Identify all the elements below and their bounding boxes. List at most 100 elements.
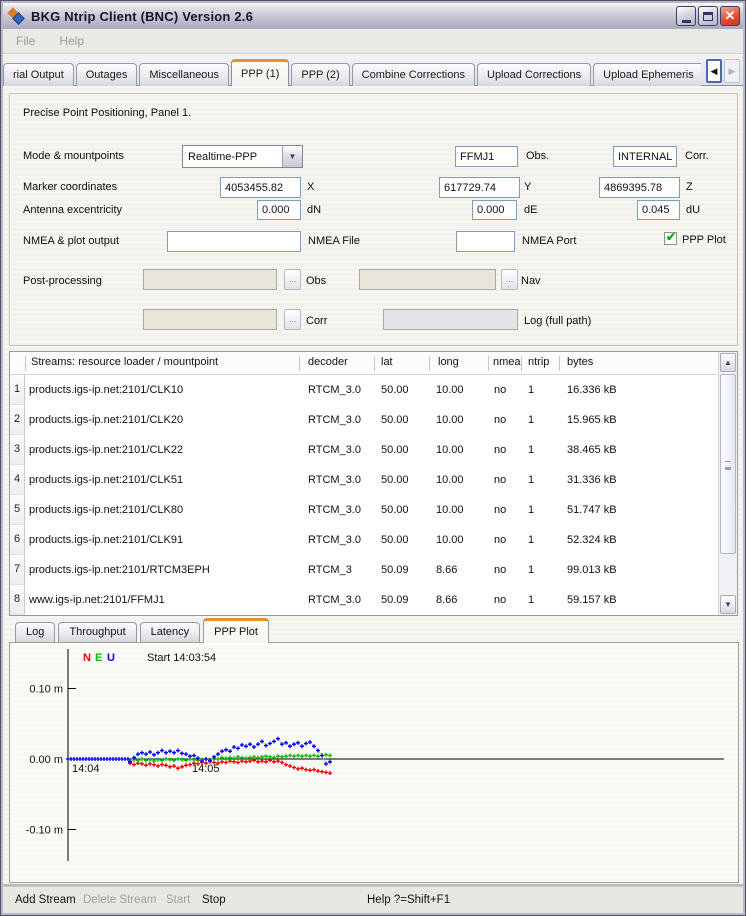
tab-combine-corrections[interactable]: Combine Corrections	[351, 63, 475, 86]
window-title: BKG Ntrip Client (BNC) Version 2.6	[31, 8, 254, 24]
cell-nmea: no	[494, 564, 507, 576]
tab-upload-ephemeris[interactable]: Upload Ephemeris	[593, 63, 701, 86]
table-row[interactable]: 3 products.igs-ip.net:2101/CLK22 RTCM_3.0 5…	[10, 435, 718, 465]
row-number[interactable]: 6	[10, 525, 25, 555]
cell-long: 10.00	[436, 504, 464, 516]
cell-decoder: RTCM_3.0	[308, 594, 361, 606]
scrollbar-thumb[interactable]	[720, 374, 736, 554]
nmea-label: NMEA & plot output	[23, 235, 119, 247]
tab-ppp-2[interactable]: PPP (2)	[291, 63, 350, 86]
row-number[interactable]: 4	[10, 465, 25, 495]
nmea-file-field[interactable]	[167, 231, 301, 252]
obs-mountpoint-field[interactable]	[455, 146, 518, 167]
col-header-nmea[interactable]: nmea	[493, 356, 521, 368]
bottom-tab-log[interactable]: Log	[15, 622, 56, 642]
cell-bytes: 38.465 kB	[567, 444, 617, 456]
row-number[interactable]: 5	[10, 495, 25, 525]
maximize-button[interactable]	[698, 6, 718, 26]
chevron-down-icon[interactable]: ▼	[282, 146, 302, 167]
tab-outages[interactable]: Outages	[75, 63, 138, 86]
minimize-button[interactable]	[676, 6, 696, 26]
cell-ntrip: 1	[528, 444, 535, 456]
obs-label: Obs.	[526, 150, 550, 162]
cell-long: 10.00	[436, 414, 464, 426]
table-row[interactable]: 4 products.igs-ip.net:2101/CLK51 RTCM_3.0 5…	[10, 465, 718, 495]
ppp-plot-panel: 0.10 m 0.00 m -0.10 m 14:04 14:05 N E U Start 14…	[9, 642, 739, 883]
add-stream-button[interactable]: Add Stream	[15, 894, 76, 906]
marker-z-field[interactable]	[599, 177, 680, 198]
post-corr-field	[143, 309, 277, 330]
post-nav-field	[359, 269, 496, 290]
table-row[interactable]: 5 products.igs-ip.net:2101/CLK80 RTCM_3.0 5…	[10, 495, 718, 525]
title-bar[interactable]: BKG Ntrip Client (BNC) Version 2.6 ✕	[3, 3, 743, 29]
col-header-ntrip[interactable]: ntrip	[528, 356, 550, 368]
row-number[interactable]: 2	[10, 405, 25, 435]
scroll-up-icon[interactable]: ▲	[720, 353, 736, 372]
close-button[interactable]: ✕	[720, 6, 740, 26]
ppp-plot-label: PPP Plot	[682, 234, 726, 246]
cell-mount: products.igs-ip.net:2101/CLK80	[29, 504, 184, 516]
col-header-lat[interactable]: lat	[381, 356, 393, 368]
post-corr-browse-button[interactable]: ...	[284, 309, 301, 330]
check-icon: ✔	[666, 230, 677, 244]
marker-x-field[interactable]	[220, 177, 301, 198]
table-row[interactable]: 7 products.igs-ip.net:2101/RTCM3EPH RTCM_3…	[10, 555, 718, 585]
row-number[interactable]: 1	[10, 375, 25, 405]
antenna-dn-field[interactable]	[257, 200, 301, 220]
tab-ppp-1[interactable]: PPP (1)	[231, 59, 290, 86]
bottom-tab-throughput[interactable]: Throughput	[58, 622, 137, 642]
tab-scroll-left-icon[interactable]: ◀	[706, 59, 722, 83]
cell-nmea: no	[494, 384, 507, 396]
stop-button[interactable]: Stop	[202, 894, 226, 906]
scroll-down-icon[interactable]: ▼	[720, 595, 736, 614]
table-row[interactable]: 8 www.igs-ip.net:2101/FFMJ1 RTCM_3.0 50.09 8…	[10, 585, 718, 615]
menu-file[interactable]: File	[16, 34, 36, 48]
cell-lat: 50.00	[381, 444, 409, 456]
row-number[interactable]: 3	[10, 435, 25, 465]
post-obs-label: Obs	[306, 275, 327, 287]
col-header-mount[interactable]: Streams: resource loader / mountpoint	[31, 356, 219, 368]
col-header-bytes[interactable]: bytes	[567, 356, 594, 368]
cell-long: 8.66	[436, 564, 458, 576]
bottom-tab-ppp-plot[interactable]: PPP Plot	[203, 618, 269, 643]
mode-combobox[interactable]: Realtime-PPP ▼	[182, 145, 303, 168]
antenna-de-field[interactable]	[472, 200, 517, 220]
cell-mount: products.igs-ip.net:2101/CLK20	[29, 414, 184, 426]
col-header-long[interactable]: long	[438, 356, 459, 368]
menu-help[interactable]: Help	[59, 34, 85, 48]
post-nav-browse-button[interactable]: ...	[501, 269, 518, 290]
row-number[interactable]: 7	[10, 555, 25, 585]
table-row[interactable]: 2 products.igs-ip.net:2101/CLK20 RTCM_3.0 5…	[10, 405, 718, 435]
cell-bytes: 99.013 kB	[567, 564, 617, 576]
post-label: Post-processing	[23, 275, 102, 287]
cell-bytes: 59.157 kB	[567, 594, 617, 606]
col-header-decoder[interactable]: decoder	[308, 356, 348, 368]
corr-mountpoint-field[interactable]	[613, 146, 677, 167]
ppp-plot-checkbox[interactable]: ✔	[664, 230, 677, 245]
svg-text:0.00 m: 0.00 m	[29, 754, 63, 766]
tab-rial-output[interactable]: rial Output	[3, 63, 74, 86]
table-row[interactable]: 6 products.igs-ip.net:2101/CLK91 RTCM_3.0 5…	[10, 525, 718, 555]
cell-long: 8.66	[436, 594, 458, 606]
start-button: Start	[166, 894, 191, 906]
tab-miscellaneous[interactable]: Miscellaneous	[139, 63, 230, 86]
cell-decoder: RTCM_3.0	[308, 534, 361, 546]
bottom-tab-latency[interactable]: Latency	[139, 622, 201, 642]
svg-text:14:04: 14:04	[72, 763, 100, 775]
table-row[interactable]: 1 products.igs-ip.net:2101/CLK10 RTCM_3.0 5…	[10, 375, 718, 405]
marker-y-field[interactable]	[439, 177, 520, 198]
ppp1-panel: Precise Point Positioning, Panel 1. Mode…	[3, 86, 743, 884]
nmea-port-field[interactable]	[456, 231, 515, 252]
row-number[interactable]: 8	[10, 585, 25, 615]
antenna-du-label: dU	[686, 204, 701, 216]
tab-upload-corrections[interactable]: Upload Corrections	[477, 63, 592, 86]
antenna-du-field[interactable]	[637, 200, 680, 220]
table-scrollbar[interactable]: ▲ ▼	[718, 352, 737, 615]
cell-lat: 50.00	[381, 474, 409, 486]
post-obs-browse-button[interactable]: ...	[284, 269, 301, 290]
cell-long: 10.00	[436, 534, 464, 546]
svg-text:U: U	[107, 652, 115, 664]
cell-bytes: 51.747 kB	[567, 504, 617, 516]
svg-text:E: E	[95, 652, 102, 664]
